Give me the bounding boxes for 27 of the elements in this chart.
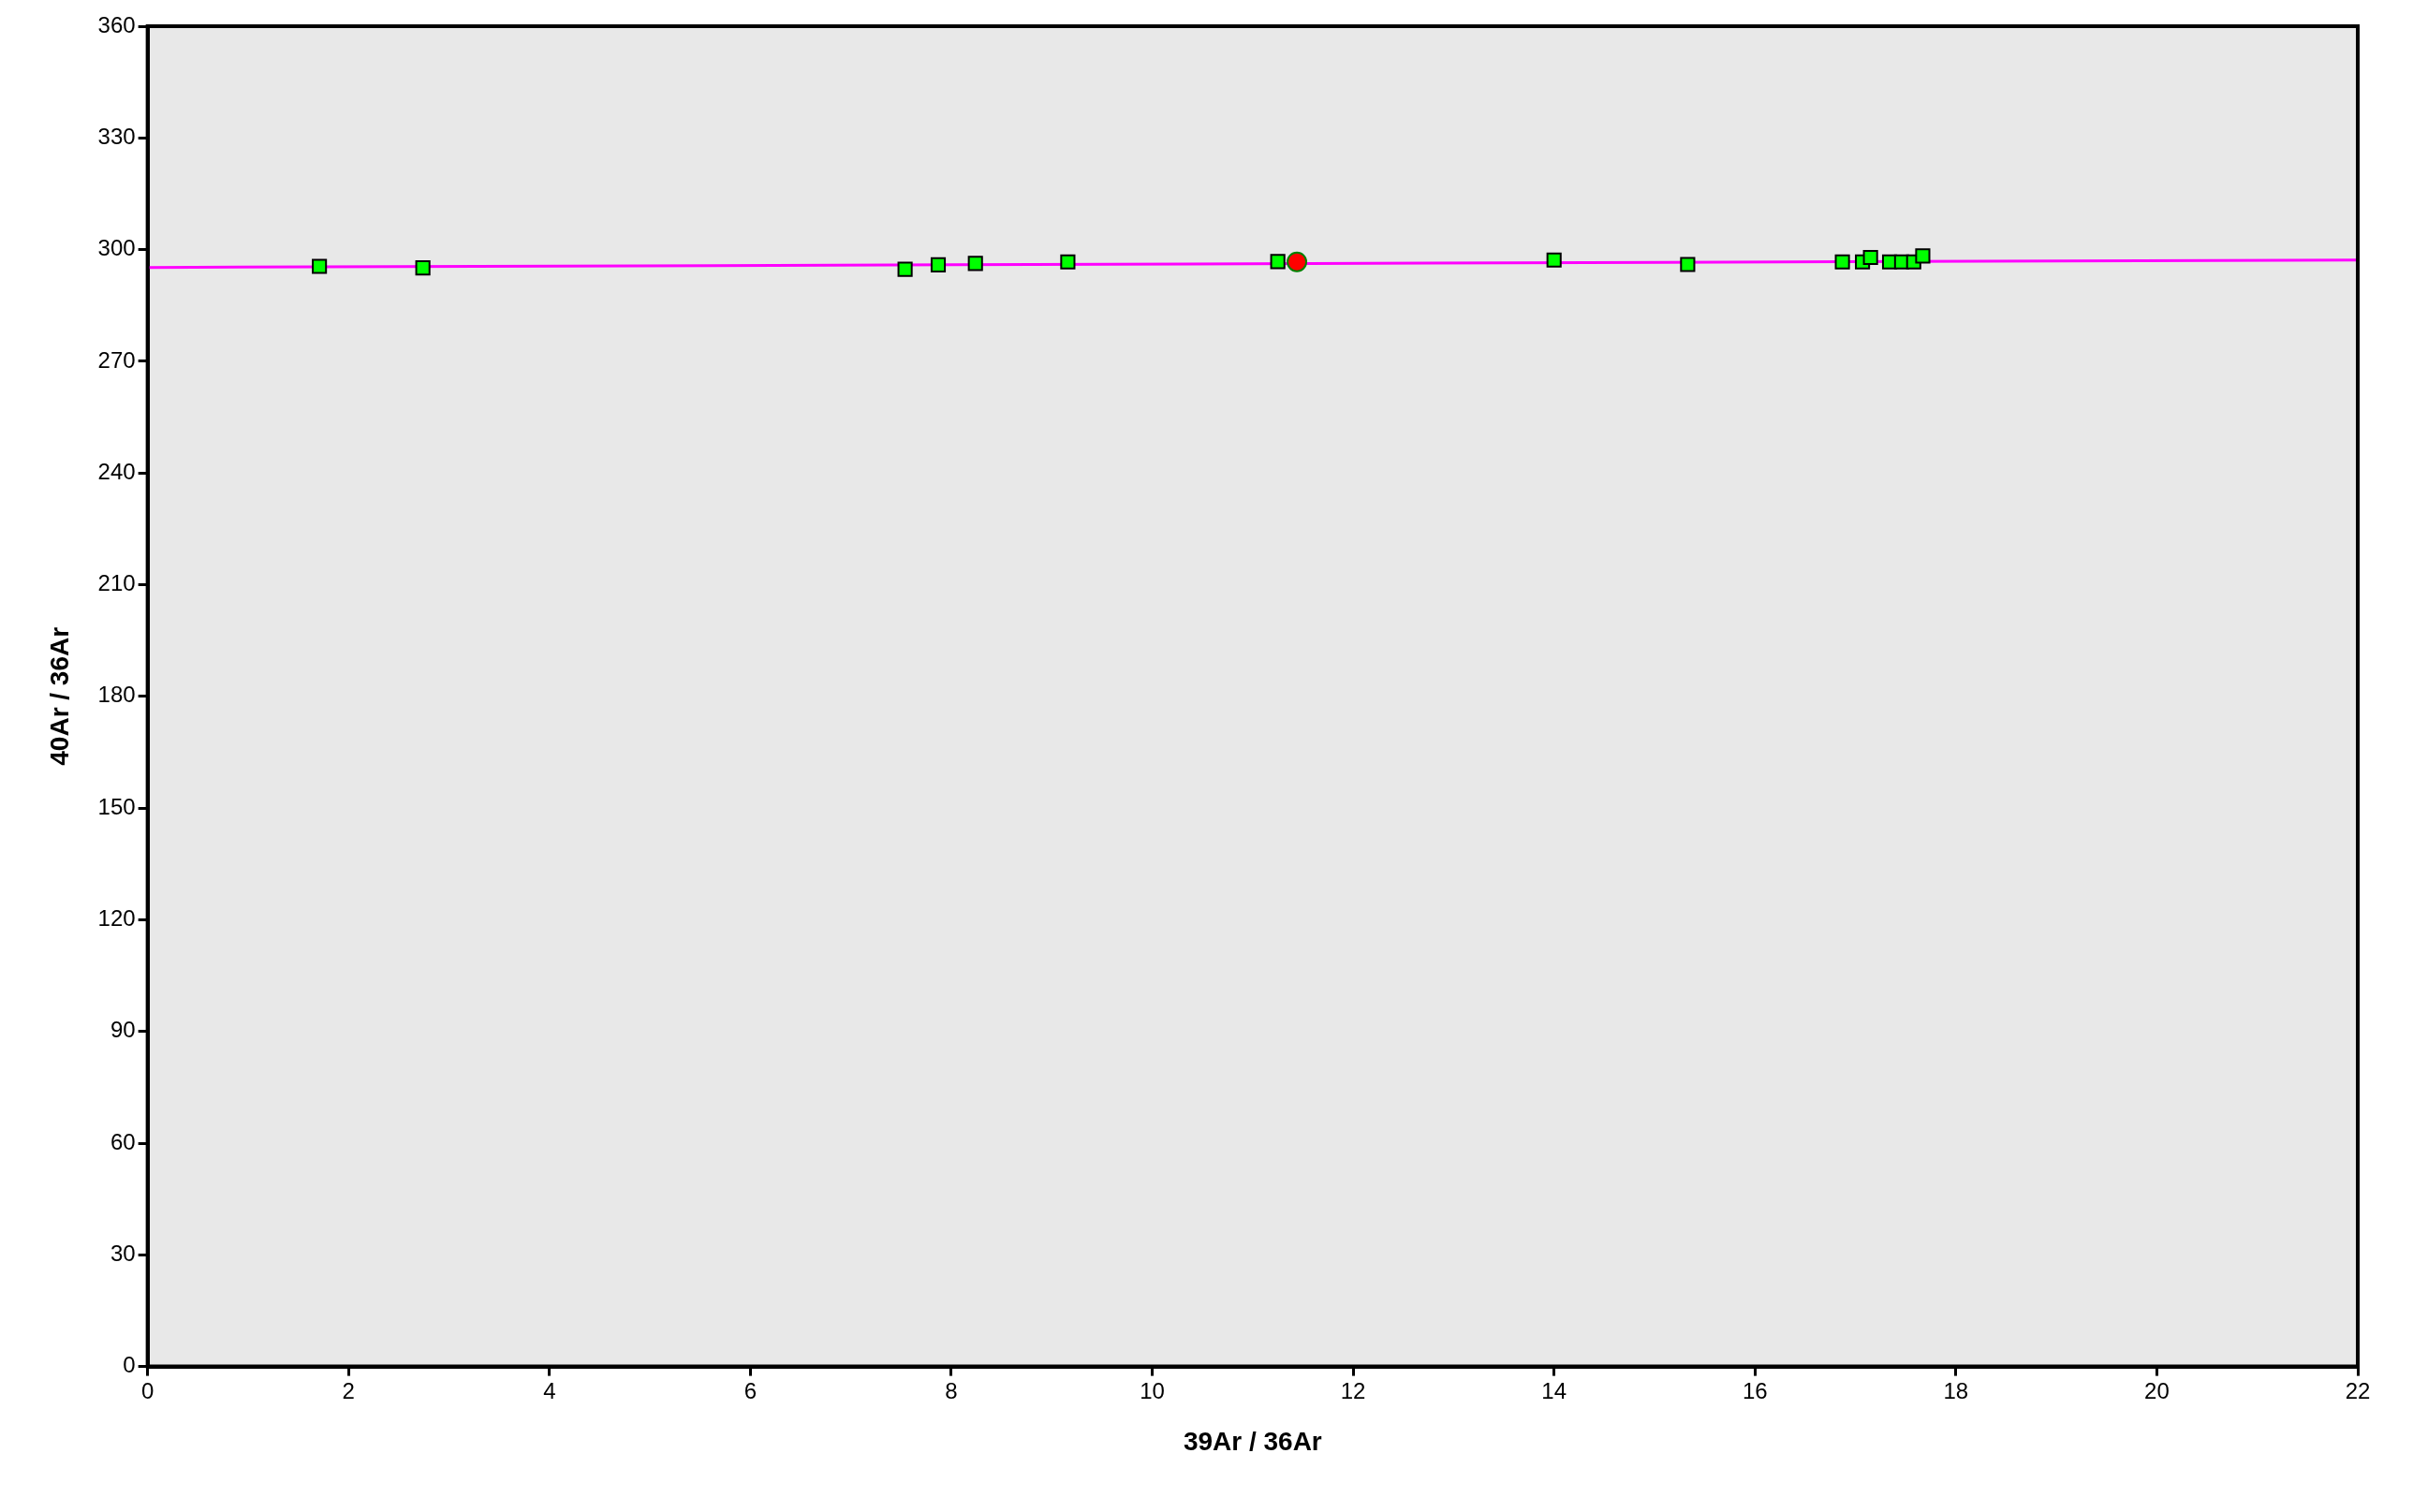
x-tick-label: 22 bbox=[2345, 1377, 2371, 1403]
y-tick-label: 330 bbox=[97, 123, 136, 149]
x-tick-label: 2 bbox=[342, 1377, 355, 1403]
y-tick-label: 360 bbox=[97, 11, 136, 37]
x-tick-label: 4 bbox=[543, 1377, 556, 1403]
y-tick-label: 60 bbox=[110, 1128, 136, 1154]
x-tick-label: 6 bbox=[743, 1377, 758, 1403]
x-tick-label: 10 bbox=[1140, 1377, 1165, 1403]
x-tick-label: 12 bbox=[1340, 1377, 1366, 1403]
x-tick-label: 18 bbox=[1943, 1377, 1969, 1403]
y-tick-label: 30 bbox=[110, 1240, 136, 1266]
y-tick-label: 210 bbox=[97, 570, 136, 596]
y-tick-label: 300 bbox=[97, 235, 136, 261]
y-axis-title: 40Ar / 36Ar bbox=[44, 626, 74, 766]
x-tick-label: 0 bbox=[140, 1377, 154, 1403]
y-tick-label: 240 bbox=[97, 458, 136, 484]
y-tick-label: 270 bbox=[97, 346, 136, 373]
y-tick-label: 0 bbox=[123, 1352, 136, 1378]
x-tick-label: 14 bbox=[1541, 1377, 1567, 1403]
x-tick-label: 20 bbox=[2144, 1377, 2170, 1403]
x-tick-label: 8 bbox=[945, 1377, 958, 1403]
y-tick-label: 120 bbox=[97, 905, 136, 932]
x-tick-label: 16 bbox=[1742, 1377, 1768, 1403]
y-tick-label: 180 bbox=[97, 682, 136, 708]
y-tick-label: 150 bbox=[97, 793, 136, 819]
x-axis-title: 39Ar / 36Ar bbox=[1183, 1426, 1322, 1456]
y-tick-label: 90 bbox=[110, 1017, 136, 1043]
